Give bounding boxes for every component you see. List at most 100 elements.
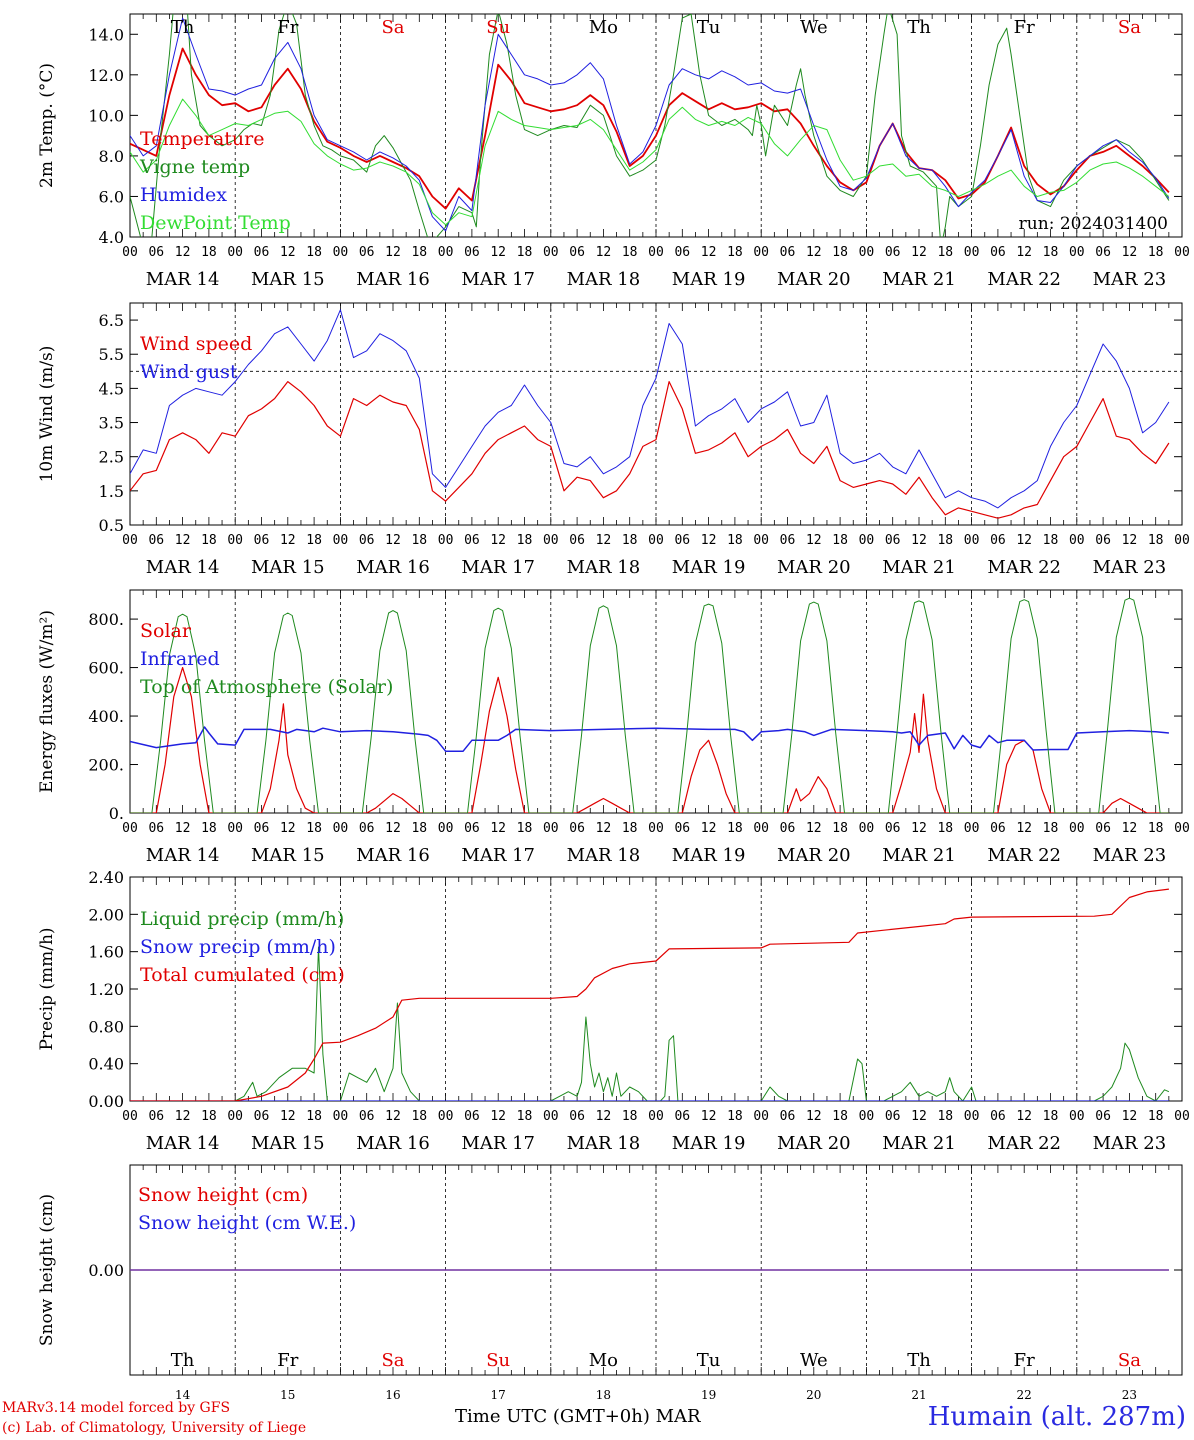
hour-tick-label: 12 [701, 245, 717, 260]
hour-tick-label: 00 [753, 245, 769, 260]
day-name-label: Tu [697, 1350, 721, 1371]
date-label: MAR 15 [251, 845, 325, 866]
y-tick-label: 800. [88, 610, 124, 629]
hour-tick-label: 18 [517, 245, 533, 260]
legend-entry: Snow height (cm) [138, 1184, 308, 1206]
hour-tick-label: 06 [464, 533, 480, 548]
y-tick-label: 600. [88, 659, 124, 678]
hour-tick-label: 06 [1095, 821, 1111, 836]
hour-tick-label: 00 [648, 245, 664, 260]
day-number-label: 22 [1017, 1388, 1032, 1402]
day-name-label: We [800, 17, 828, 38]
series-line-temp [130, 98, 1170, 226]
hour-tick-label: 12 [175, 533, 191, 548]
legend-entry: Snow height (cm W.E.) [138, 1212, 356, 1234]
hour-tick-label: 18 [411, 821, 427, 836]
hour-tick-label: 18 [1043, 245, 1059, 260]
hour-tick-label: 06 [569, 245, 585, 260]
hour-tick-label: 06 [990, 821, 1006, 836]
hour-tick-label: 06 [990, 533, 1006, 548]
hour-tick-label: 00 [122, 1109, 138, 1124]
day-name-label: Sa [381, 1350, 404, 1371]
y-tick-label: 5.5 [99, 345, 124, 364]
hour-tick-label: 06 [464, 245, 480, 260]
hour-tick-label: 12 [911, 821, 927, 836]
hour-tick-label: 12 [490, 821, 506, 836]
hour-tick-label: 06 [254, 1109, 270, 1124]
hour-tick-label: 06 [148, 533, 164, 548]
hour-tick-label: 18 [1043, 533, 1059, 548]
series-line-flux [130, 726, 1169, 752]
hour-tick-label: 18 [832, 533, 848, 548]
date-label: MAR 23 [1093, 557, 1167, 578]
day-number-label: 16 [385, 1388, 400, 1402]
day-number-label: 21 [911, 1388, 926, 1402]
legend-entry: Humidex [140, 184, 227, 206]
hour-tick-label: 12 [280, 1109, 296, 1124]
date-label: MAR 20 [777, 1133, 851, 1154]
hour-tick-label: 18 [306, 821, 322, 836]
hour-tick-label: 12 [806, 1109, 822, 1124]
hour-tick-label: 06 [1095, 1109, 1111, 1124]
date-label: MAR 18 [567, 269, 641, 290]
legend-entry: Liquid precip (mm/h) [140, 908, 344, 930]
hour-tick-label: 18 [622, 1109, 638, 1124]
hour-tick-label: 12 [490, 533, 506, 548]
day-name-label: Fr [277, 1350, 298, 1371]
day-number-label: 15 [280, 1388, 295, 1402]
day-number-label: 17 [491, 1388, 506, 1402]
run-annotation: run: 2024031400 [1019, 214, 1168, 234]
hour-tick-label: 06 [254, 821, 270, 836]
hour-tick-label: 18 [727, 245, 743, 260]
hour-tick-label: 18 [306, 1109, 322, 1124]
y-tick-label: 0.00 [88, 1092, 124, 1111]
hour-tick-label: 12 [490, 1109, 506, 1124]
hour-tick-label: 12 [1016, 533, 1032, 548]
y-axis-label: Precip (mm/h) [37, 927, 57, 1050]
legend-entry: Solar [140, 620, 192, 642]
date-label: MAR 14 [146, 557, 220, 578]
hour-tick-label: 12 [175, 1109, 191, 1124]
y-tick-label: 0.40 [88, 1055, 124, 1074]
day-name-label: Mo [589, 17, 618, 38]
date-label: MAR 19 [672, 557, 746, 578]
hour-tick-label: 18 [1148, 533, 1164, 548]
y-tick-label: 400. [88, 707, 124, 726]
hour-tick-label: 12 [596, 821, 612, 836]
hour-tick-label: 12 [175, 821, 191, 836]
hour-tick-label: 18 [727, 1109, 743, 1124]
x-axis-label: Time UTC (GMT+0h) [455, 1406, 650, 1427]
hour-tick-label: 00 [333, 1109, 349, 1124]
series-line-wind [130, 381, 1170, 519]
hour-tick-label: 00 [438, 1109, 454, 1124]
date-label: MAR 16 [356, 557, 430, 578]
hour-tick-label: 18 [517, 821, 533, 836]
y-tick-label: 10.0 [88, 106, 124, 125]
hour-tick-label: 18 [1148, 821, 1164, 836]
hour-tick-label: 00 [227, 533, 243, 548]
hour-tick-label: 06 [885, 533, 901, 548]
day-name-label: We [800, 1350, 828, 1371]
hour-tick-label: 00 [1174, 533, 1190, 548]
date-label: MAR 19 [672, 845, 746, 866]
date-label: MAR 14 [146, 845, 220, 866]
hour-tick-label: 00 [122, 533, 138, 548]
y-tick-label: 3.5 [99, 414, 124, 433]
y-tick-label: 14.0 [88, 25, 124, 44]
hour-tick-label: 18 [1043, 1109, 1059, 1124]
legend-entry: DewPoint Temp [140, 212, 291, 234]
y-tick-label: 2.5 [99, 448, 124, 467]
hour-tick-label: 12 [280, 245, 296, 260]
hour-tick-label: 00 [227, 245, 243, 260]
y-tick-label: 0.5 [99, 516, 124, 535]
day-name-label: Su [486, 1350, 510, 1371]
y-axis-label: 10m Wind (m/s) [37, 346, 57, 483]
hour-tick-label: 12 [1122, 821, 1138, 836]
y-axis-label: Snow height (cm) [37, 1194, 57, 1346]
y-tick-label: 0. [109, 804, 124, 823]
hour-tick-label: 12 [596, 245, 612, 260]
day-name-label: Th [171, 17, 195, 38]
hour-tick-label: 06 [780, 1109, 796, 1124]
legend-entry: Total cumulated (cm) [140, 964, 345, 986]
